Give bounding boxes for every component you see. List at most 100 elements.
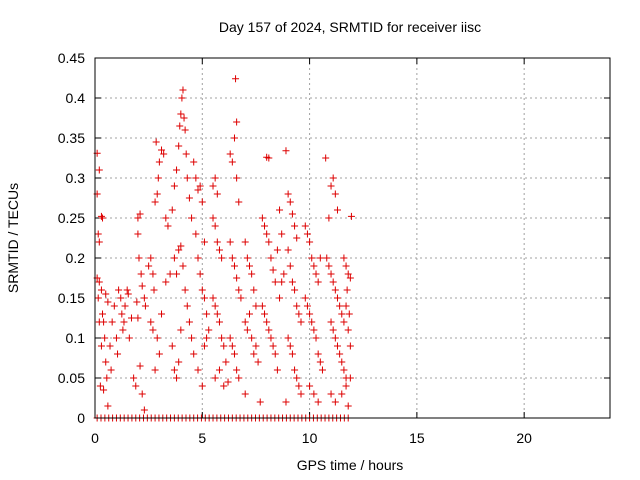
data-point (318, 366, 326, 374)
data-point (323, 254, 331, 262)
data-point (104, 402, 112, 410)
data-point (248, 270, 256, 278)
data-point (124, 290, 132, 298)
data-point (151, 366, 159, 374)
data-point (340, 318, 348, 326)
data-point (200, 294, 208, 302)
data-point (108, 318, 116, 326)
data-point (336, 350, 344, 358)
data-point (147, 254, 155, 262)
data-point (136, 210, 144, 218)
data-point (340, 366, 348, 374)
data-point (158, 310, 166, 318)
data-point (120, 318, 128, 326)
data-point (117, 294, 125, 302)
data-point (203, 310, 211, 318)
data-point (230, 350, 238, 358)
data-point (246, 262, 253, 270)
data-point (314, 398, 322, 406)
data-point (218, 254, 226, 262)
data-point (133, 298, 141, 306)
data-point (271, 350, 279, 358)
data-point (261, 222, 269, 230)
data-point (198, 286, 206, 294)
data-point (123, 286, 131, 294)
data-point (200, 342, 208, 350)
data-point (243, 326, 251, 334)
data-point (342, 302, 350, 310)
data-point (297, 390, 305, 398)
data-point (192, 230, 200, 238)
y-axis-label: SRMTID / TECUs (5, 183, 21, 293)
data-point (314, 350, 322, 358)
data-point (200, 238, 208, 246)
data-point (288, 278, 296, 286)
data-point (181, 126, 189, 134)
data-point (329, 174, 337, 182)
data-point (125, 334, 133, 342)
data-point (213, 238, 221, 246)
data-point (346, 374, 354, 382)
data-point (183, 174, 191, 182)
data-point (286, 262, 294, 270)
data-point (177, 242, 185, 250)
y-tick-label: 0.1 (66, 330, 86, 346)
data-point (265, 238, 273, 246)
data-point (228, 254, 236, 262)
data-point (114, 350, 122, 358)
data-point (306, 382, 314, 390)
data-point (141, 302, 149, 310)
data-point (345, 310, 353, 318)
data-point (132, 382, 140, 390)
data-point (243, 254, 251, 262)
data-point (265, 326, 273, 334)
data-point (325, 262, 333, 270)
data-point (220, 342, 228, 350)
y-tick-label: 0.45 (58, 50, 85, 66)
data-point (331, 286, 339, 294)
data-point (211, 174, 219, 182)
data-point (137, 270, 145, 278)
x-tick-label: 20 (516, 430, 532, 446)
data-point (252, 302, 260, 310)
data-point (135, 254, 143, 262)
data-point (293, 374, 301, 382)
data-point (329, 278, 337, 286)
data-point (344, 270, 352, 278)
data-point (175, 142, 183, 150)
data-point (235, 286, 243, 294)
data-point (149, 270, 157, 278)
data-point (179, 86, 187, 94)
data-point (291, 222, 299, 230)
data-point (155, 350, 163, 358)
data-point (226, 334, 234, 342)
data-point (190, 158, 198, 166)
data-point (306, 310, 314, 318)
x-tick-label: 5 (198, 430, 206, 446)
data-point (152, 138, 160, 146)
data-point (203, 334, 211, 342)
data-point (160, 150, 168, 158)
data-point (164, 222, 172, 230)
data-point (237, 294, 245, 302)
data-point (276, 206, 284, 214)
data-point (342, 382, 350, 390)
data-point (271, 278, 279, 286)
x-tick-label: 0 (91, 430, 99, 446)
data-point (100, 386, 108, 394)
data-point (301, 294, 309, 302)
data-point (316, 358, 324, 366)
data-point (250, 286, 258, 294)
data-point (181, 286, 189, 294)
data-point (96, 382, 104, 390)
data-point (162, 278, 170, 286)
data-point (101, 334, 109, 342)
data-point (97, 342, 105, 350)
data-point (297, 318, 305, 326)
data-point (211, 302, 219, 310)
axis-ticks: 0 0.05 0.1 0.15 0.2 0.25 0.3 0.35 0.4 0.45 0 5 10 15 2… (58, 50, 610, 446)
data-point (168, 342, 176, 350)
data-point (134, 230, 142, 238)
data-point (303, 302, 311, 310)
data-point (194, 254, 202, 262)
